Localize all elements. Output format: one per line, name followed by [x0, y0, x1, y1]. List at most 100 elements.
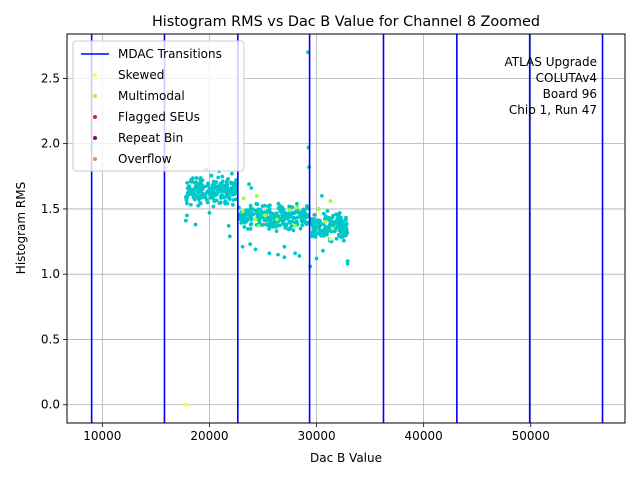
legend-entry: Multimodal	[93, 89, 185, 103]
legend-box	[72, 40, 245, 172]
data-point	[216, 175, 221, 180]
legend-label: Flagged SEUs	[118, 110, 200, 124]
data-point	[205, 183, 210, 188]
data-point	[327, 218, 332, 223]
data-point	[329, 221, 333, 226]
data-point	[242, 225, 247, 229]
data-point	[334, 236, 339, 241]
data-point	[210, 186, 214, 190]
data-point	[311, 221, 316, 226]
legend-point-marker	[93, 136, 97, 140]
data-point	[192, 197, 197, 202]
data-point	[289, 214, 293, 219]
data-point	[321, 233, 326, 238]
data-point	[240, 209, 245, 214]
legend-label: MDAC Transitions	[118, 47, 222, 61]
y-axis-label: Histogram RMS	[14, 182, 28, 274]
data-point	[305, 215, 309, 219]
data-point	[253, 217, 258, 222]
data-point	[226, 223, 231, 228]
data-point	[300, 216, 305, 221]
annotation-text: ATLAS Upgrade COLUTAv4 Board 96 Chip 1, Run…	[504, 55, 597, 117]
data-point	[193, 222, 198, 227]
data-point	[247, 182, 251, 187]
data-point	[208, 195, 213, 200]
data-point	[297, 254, 302, 258]
data-point	[290, 205, 295, 209]
data-point	[280, 212, 285, 217]
y-tick-label: 0.5	[41, 332, 60, 346]
data-point	[218, 194, 223, 199]
data-point	[231, 198, 236, 202]
data-point	[195, 194, 200, 199]
data-point	[224, 193, 229, 198]
x-axis-label: Dac B Value	[310, 451, 382, 465]
data-point	[227, 195, 232, 200]
data-point	[312, 213, 317, 217]
data-point	[260, 223, 264, 227]
data-point	[268, 203, 272, 208]
data-point	[190, 176, 195, 180]
data-point	[224, 180, 229, 185]
series-normal	[183, 50, 350, 269]
data-point	[330, 226, 335, 231]
data-point	[322, 229, 327, 234]
annotation-line: Board 96	[543, 87, 597, 101]
data-point	[283, 226, 288, 230]
data-point	[189, 191, 194, 196]
data-point	[281, 207, 286, 212]
y-tick-label: 2.5	[41, 71, 60, 85]
data-point	[196, 203, 201, 208]
plot-frame	[66, 33, 626, 424]
data-point	[345, 261, 350, 266]
legend-label: Multimodal	[118, 89, 185, 103]
data-point	[185, 195, 190, 200]
data-point	[340, 230, 345, 235]
data-point	[198, 200, 203, 205]
data-point	[316, 207, 321, 211]
data-point	[214, 184, 219, 189]
legend-label: Repeat Bin	[118, 131, 183, 145]
data-point	[212, 199, 217, 204]
data-point	[197, 183, 202, 188]
data-point	[330, 216, 335, 220]
data-point	[336, 232, 341, 237]
data-point	[342, 225, 347, 230]
data-point	[291, 228, 296, 233]
x-tick-label: 40000	[405, 429, 443, 443]
data-point	[321, 248, 325, 253]
data-point	[317, 224, 322, 229]
data-point	[227, 188, 231, 193]
data-points	[182, 50, 350, 407]
data-point	[258, 212, 263, 217]
data-point	[294, 209, 299, 214]
y-tick-label: 1.5	[41, 202, 60, 216]
data-point	[185, 180, 190, 185]
data-point	[295, 201, 299, 206]
data-point	[222, 189, 227, 194]
data-point	[302, 208, 307, 213]
data-point	[248, 242, 253, 247]
data-point	[295, 205, 300, 210]
data-point	[230, 202, 235, 207]
y-tick-label: 1.0	[41, 267, 60, 281]
data-point	[237, 212, 242, 217]
data-point	[198, 177, 203, 181]
data-point	[293, 251, 298, 256]
data-point	[298, 226, 303, 231]
data-point	[268, 217, 273, 221]
legend-entry: Skewed	[93, 68, 164, 82]
data-point	[282, 255, 287, 260]
data-point	[227, 234, 232, 239]
data-point	[242, 213, 246, 218]
legend-point-marker	[93, 73, 97, 77]
data-point	[342, 238, 346, 243]
data-point	[275, 217, 279, 222]
data-point	[254, 193, 259, 198]
data-point	[337, 222, 342, 227]
data-point	[240, 244, 245, 249]
data-point	[229, 180, 233, 185]
data-point	[266, 223, 271, 228]
data-point	[337, 211, 342, 215]
data-point	[274, 229, 279, 234]
